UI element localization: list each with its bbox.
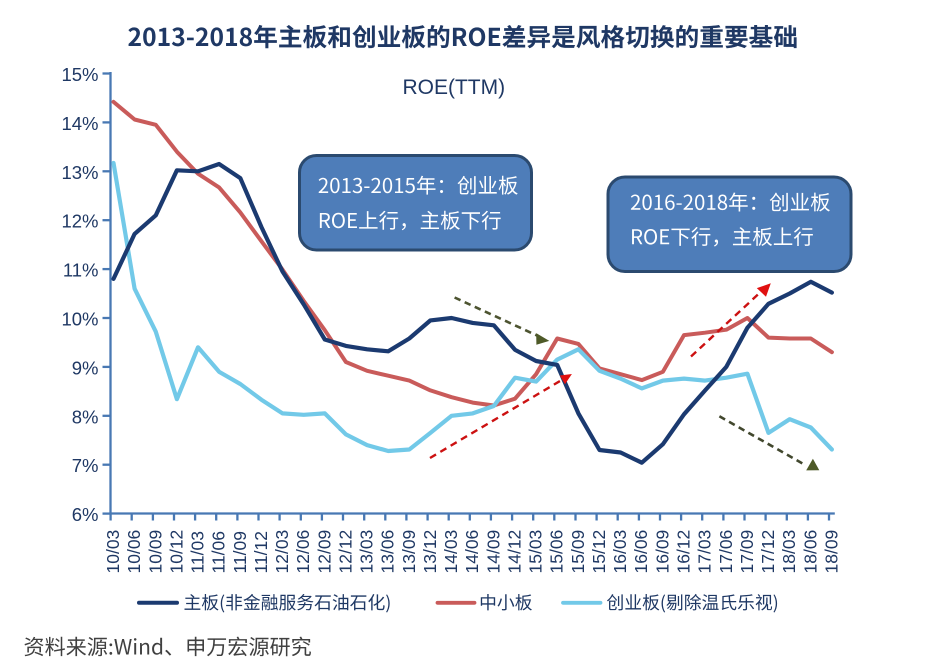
svg-text:14%: 14%	[61, 113, 98, 134]
svg-text:17/03: 17/03	[695, 530, 715, 574]
svg-text:11/03: 11/03	[188, 531, 208, 574]
svg-text:12%: 12%	[61, 211, 98, 232]
svg-text:16/12: 16/12	[674, 530, 694, 574]
svg-text:18/03: 18/03	[779, 530, 799, 574]
svg-text:10/09: 10/09	[145, 530, 165, 574]
svg-text:12/09: 12/09	[314, 530, 334, 574]
svg-text:13%: 13%	[61, 162, 98, 183]
svg-text:11/12: 11/12	[251, 531, 271, 574]
svg-text:13/12: 13/12	[420, 530, 440, 574]
svg-text:12/06: 12/06	[293, 530, 313, 574]
svg-text:13/09: 13/09	[399, 530, 419, 574]
svg-text:17/09: 17/09	[737, 530, 757, 574]
svg-text:14/12: 14/12	[505, 530, 525, 574]
svg-text:8%: 8%	[72, 406, 99, 427]
svg-text:11/09: 11/09	[230, 531, 250, 574]
svg-text:14/06: 14/06	[462, 530, 482, 574]
svg-text:10/06: 10/06	[124, 530, 144, 574]
svg-text:14/09: 14/09	[483, 530, 503, 574]
svg-text:10/03: 10/03	[103, 530, 123, 574]
svg-text:13/06: 13/06	[378, 530, 398, 574]
svg-text:15%: 15%	[61, 64, 98, 85]
svg-text:11%: 11%	[63, 260, 99, 281]
svg-text:16/06: 16/06	[631, 530, 651, 574]
svg-text:17/12: 17/12	[758, 530, 778, 574]
svg-text:7%: 7%	[72, 455, 99, 476]
svg-text:12/12: 12/12	[335, 530, 355, 574]
svg-text:ROE(TTM): ROE(TTM)	[402, 76, 505, 99]
svg-text:9%: 9%	[72, 357, 99, 378]
svg-text:17/06: 17/06	[716, 530, 736, 574]
svg-text:18/06: 18/06	[800, 530, 820, 574]
svg-text:11/06: 11/06	[209, 531, 229, 574]
svg-text:10/12: 10/12	[166, 530, 186, 574]
svg-text:12/03: 12/03	[272, 530, 292, 574]
svg-text:14/03: 14/03	[441, 530, 461, 574]
svg-text:16/03: 16/03	[610, 530, 630, 574]
svg-text:13/03: 13/03	[357, 530, 377, 574]
svg-text:15/12: 15/12	[589, 530, 609, 574]
svg-text:15/03: 15/03	[526, 530, 546, 574]
svg-text:18/09: 18/09	[821, 530, 841, 574]
svg-text:15/06: 15/06	[547, 530, 567, 574]
svg-text:15/09: 15/09	[568, 530, 588, 574]
svg-text:6%: 6%	[72, 504, 99, 525]
svg-text:16/09: 16/09	[652, 530, 672, 574]
svg-text:10%: 10%	[61, 309, 98, 330]
